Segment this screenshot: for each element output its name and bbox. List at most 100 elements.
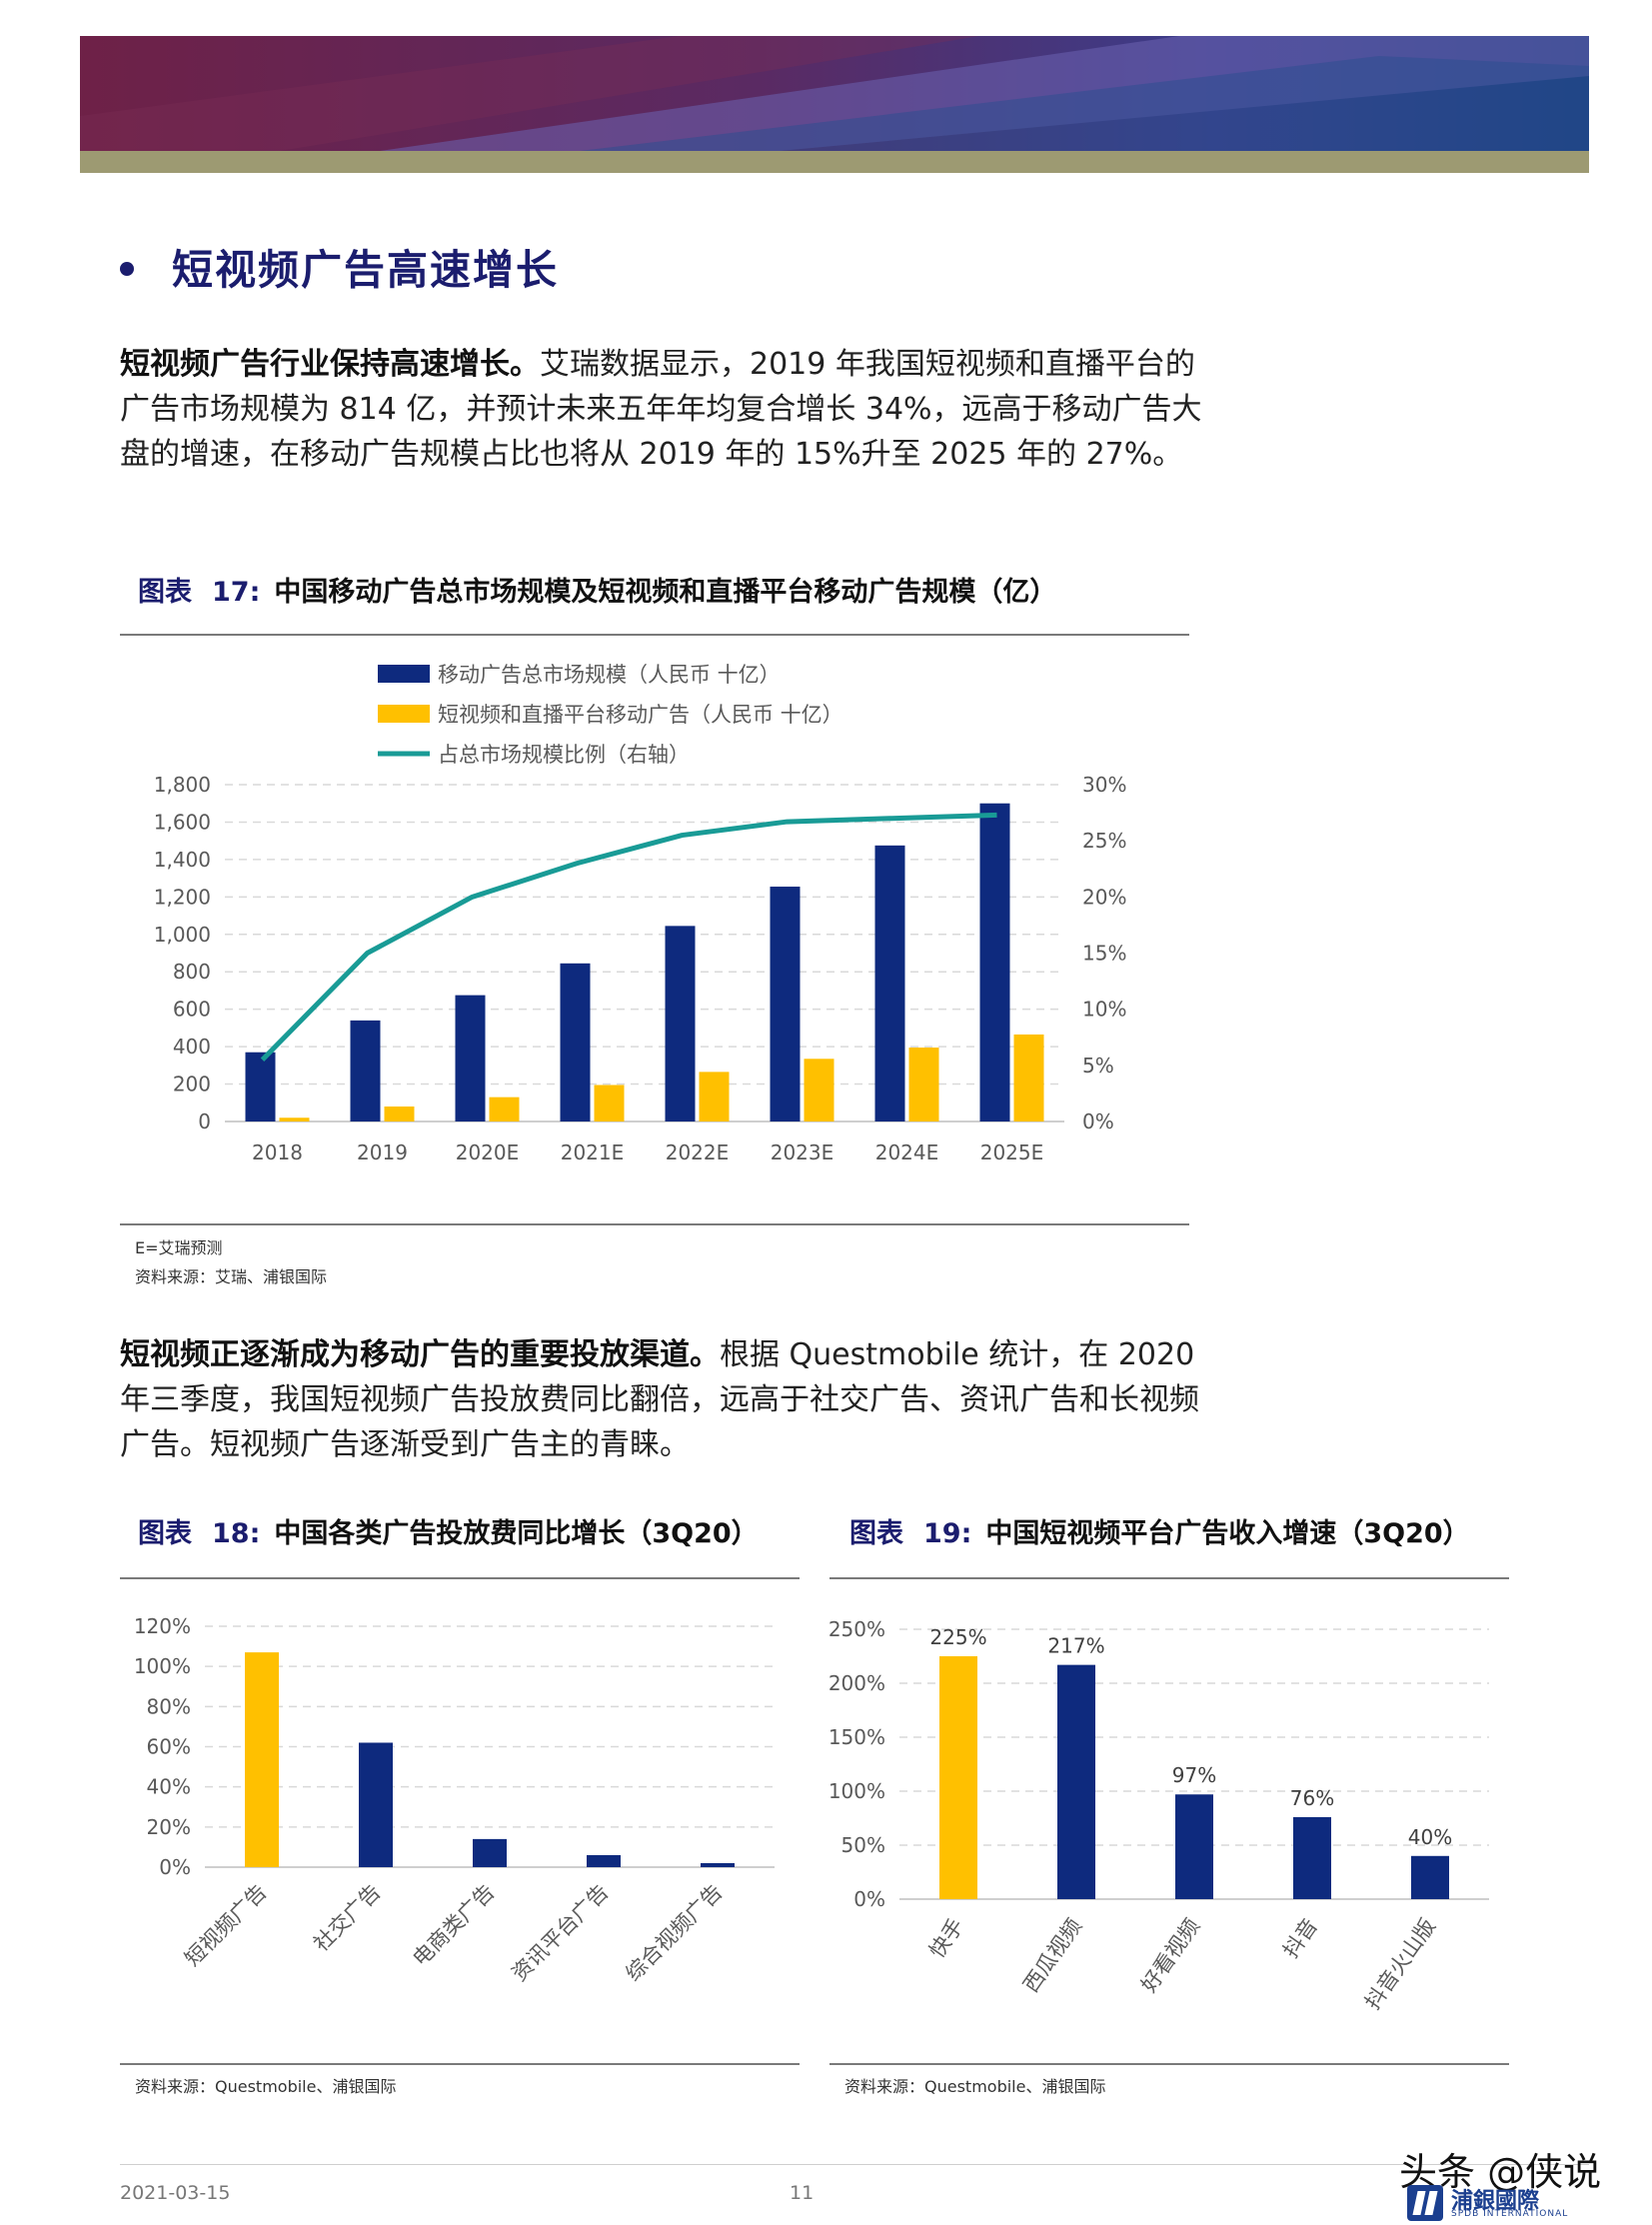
paragraph-1: 短视频广告行业保持高速增长。艾瑞数据显示，2019 年我国短视频和直播平台的广告…: [120, 342, 1209, 477]
x-tick-label: 2025E: [980, 1140, 1044, 1164]
bar-total-market: [455, 995, 486, 1121]
y-right-tick-label: 15%: [1082, 942, 1126, 966]
figure-19-title-text: 中国短视频平台广告收入增速（3Q20）: [985, 1518, 1470, 1549]
figure-19-number: 19:: [923, 1518, 972, 1549]
spdb-logo: 浦銀國際 SPDB INTERNATIONAL: [1407, 2185, 1575, 2223]
y-tick-label: 0%: [853, 1887, 885, 1911]
legend-label-short-video: 短视频和直播平台移动广告（人民币 十亿）: [438, 703, 843, 727]
bar-total-market: [665, 926, 696, 1121]
figure-17-bottom-rule: [120, 1223, 1189, 1225]
legend-swatch-total-market: [378, 665, 430, 683]
y-tick-label: 50%: [841, 1833, 885, 1857]
chart-17: 0 200 400 600 800 1,000 1,200 1,400 1,600 1,800 0%…: [154, 663, 1127, 1164]
bar-total-market: [874, 845, 905, 1121]
footer-rule: [120, 2164, 1589, 2165]
y-left-tick-label: 200: [173, 1073, 211, 1097]
banner-strip: [80, 151, 1589, 173]
y-left-tick-label: 600: [173, 998, 211, 1022]
x-tick-label: 短视频广告: [180, 1880, 271, 1971]
x-tick-label: 2024E: [875, 1140, 939, 1164]
bar-ad-growth: [245, 1652, 279, 1867]
bar-platform-growth: [939, 1656, 977, 1899]
x-tick-label: 抖音: [1278, 1914, 1322, 1962]
y-left-tick-label: 400: [173, 1035, 211, 1059]
y-tick-label: 200%: [829, 1671, 885, 1695]
bar-short-video: [699, 1072, 730, 1121]
y-left-tick-label: 1,600: [154, 810, 211, 834]
x-tick-label: 西瓜视频: [1018, 1914, 1086, 1997]
figure-19-source: 资料来源：Questmobile、浦银国际: [844, 2077, 1106, 2096]
figure-18-top-rule: [120, 1577, 800, 1579]
y-right-tick-label: 0%: [1082, 1110, 1114, 1133]
y-left-tick-label: 1,400: [154, 848, 211, 872]
y-left-tick-label: 1,800: [154, 773, 211, 797]
figure-18-title-text: 中国各类广告投放费同比增长（3Q20）: [274, 1518, 759, 1549]
y-tick-label: 250%: [829, 1617, 885, 1641]
bar-total-market: [770, 887, 801, 1121]
header-banner: [80, 36, 1589, 151]
x-tick-label: 快手: [924, 1914, 968, 1962]
bar-short-video: [908, 1048, 939, 1121]
spdb-logo-en: SPDB INTERNATIONAL: [1451, 2209, 1569, 2219]
bar-platform-growth: [1293, 1816, 1331, 1899]
y-left-tick-label: 0: [198, 1110, 211, 1133]
figure-19-title: 图表 19: 中国短视频平台广告收入增速（3Q20）: [849, 1511, 1470, 1550]
y-right-tick-label: 10%: [1082, 998, 1126, 1022]
paragraph-2: 短视频正逐渐成为移动广告的重要投放渠道。根据 Questmobile 统计，在 …: [120, 1332, 1209, 1467]
y-tick-label: 40%: [147, 1775, 191, 1799]
x-tick-label: 2019: [357, 1140, 408, 1164]
data-label: 76%: [1290, 1786, 1334, 1810]
figure-18-source: 资料来源：Questmobile、浦银国际: [135, 2077, 397, 2096]
paragraph-2-body: 根据 Questmobile 统计，在 2020 年三季度，我国短视频广告投放费…: [120, 1337, 1199, 1462]
section-heading: 短视频广告高速增长: [120, 236, 559, 296]
bar-short-video: [489, 1097, 520, 1121]
y-right-tick-label: 25%: [1082, 829, 1126, 853]
bar-ad-growth: [473, 1838, 507, 1867]
paragraph-1-lead: 短视频广告行业保持高速增长。: [120, 347, 540, 382]
bullet-icon: [120, 262, 134, 276]
legend-label-share-ratio: 占总市场规模比例（右轴）: [438, 743, 690, 767]
x-tick-label: 2020E: [456, 1140, 520, 1164]
paragraph-2-lead: 短视频正逐渐成为移动广告的重要投放渠道。: [120, 1337, 720, 1372]
x-tick-label: 好看视频: [1136, 1914, 1204, 1997]
bar-total-market: [350, 1020, 381, 1121]
figure-17-prefix: 图表: [138, 577, 192, 608]
bar-platform-growth: [1175, 1794, 1213, 1899]
bar-platform-growth: [1057, 1664, 1095, 1899]
x-tick-label: 2022E: [666, 1140, 730, 1164]
footer-page-number: 11: [790, 2182, 815, 2204]
spdb-logo-icon: [1407, 2185, 1443, 2221]
chart-19: 0% 50% 100% 150% 200% 250% 225% 快手 217% 西瓜视频 97% 好看…: [829, 1617, 1489, 2014]
spdb-logo-cn: 浦銀國際: [1451, 2189, 1540, 2214]
bar-total-market: [979, 803, 1010, 1121]
x-tick-label: 2018: [252, 1140, 303, 1164]
figure-17-title: 图表 17: 中国移动广告总市场规模及短视频和直播平台移动广告规模（亿）: [138, 570, 1056, 609]
bar-ad-growth: [587, 1854, 621, 1867]
x-tick-label: 社交广告: [309, 1880, 385, 1956]
x-tick-label: 2021E: [561, 1140, 625, 1164]
bar-short-video: [1013, 1034, 1044, 1121]
y-left-tick-label: 800: [173, 960, 211, 984]
y-right-tick-label: 30%: [1082, 773, 1126, 797]
data-label: 225%: [929, 1625, 986, 1649]
y-tick-label: 80%: [147, 1694, 191, 1718]
figure-18-bottom-rule: [120, 2063, 800, 2065]
figure-17-number: 17:: [212, 577, 261, 608]
figure-18-number: 18:: [212, 1518, 261, 1549]
y-left-tick-label: 1,200: [154, 885, 211, 909]
y-tick-label: 60%: [147, 1735, 191, 1759]
legend-swatch-short-video: [378, 705, 430, 723]
bar-total-market: [560, 963, 591, 1121]
bar-ad-growth: [359, 1742, 393, 1867]
y-right-tick-label: 5%: [1082, 1054, 1114, 1078]
bar-short-video: [594, 1085, 625, 1121]
figure-19-bottom-rule: [829, 2063, 1509, 2065]
bar-platform-growth: [1411, 1855, 1449, 1899]
y-tick-label: 150%: [829, 1725, 885, 1749]
figure-17-note: E=艾瑞预测: [135, 1238, 223, 1257]
footer-date: 2021-03-15: [120, 2182, 231, 2204]
line-share-ratio: [260, 812, 997, 1062]
paragraph-1-body: 艾瑞数据显示，2019 年我国短视频和直播平台的广告市场规模为 814 亿，并预…: [120, 347, 1202, 472]
y-right-tick-label: 20%: [1082, 885, 1126, 909]
y-tick-label: 100%: [829, 1779, 885, 1803]
